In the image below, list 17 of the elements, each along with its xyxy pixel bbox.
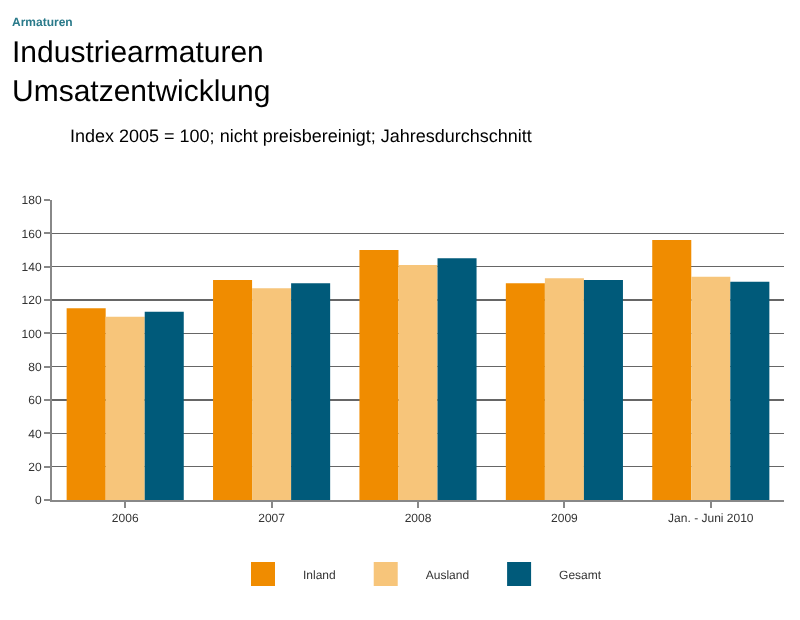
bar — [437, 258, 477, 500]
chart-subtitle: Index 2005 = 100; nicht preisbereinigt; Jahresdurchschnitt — [70, 126, 533, 146]
bar — [66, 308, 106, 500]
chart-title: Industriearmaturen Umsatzentwicklung — [12, 36, 271, 109]
bar — [359, 250, 399, 500]
bar — [144, 311, 184, 500]
bar — [213, 280, 253, 500]
bar — [652, 240, 692, 500]
bar — [291, 283, 331, 500]
bar — [583, 280, 623, 500]
bar — [398, 265, 438, 500]
bar — [730, 281, 770, 500]
bar — [252, 288, 292, 500]
bar — [105, 316, 145, 500]
bar — [505, 283, 545, 500]
bar — [691, 276, 731, 500]
bar — [544, 278, 584, 500]
